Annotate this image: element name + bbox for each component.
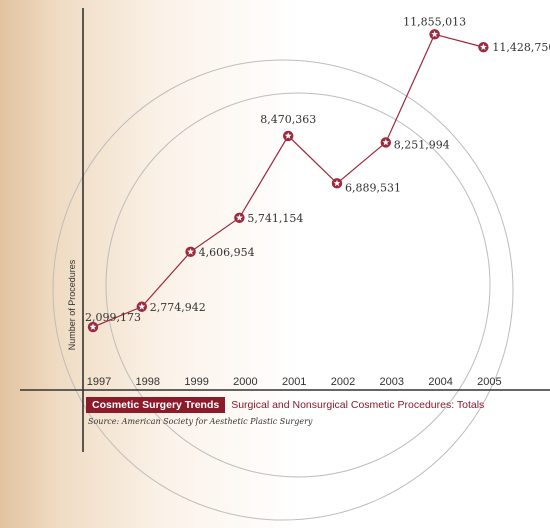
x-tick-label: 2001	[282, 376, 306, 388]
x-tick-label: 2005	[477, 376, 501, 388]
data-point	[234, 212, 245, 223]
data-point	[331, 178, 343, 189]
x-tick-label: 1998	[136, 376, 160, 388]
data-label: 8,251,994	[394, 138, 450, 151]
data-point-markers	[87, 29, 489, 333]
data-point	[478, 41, 489, 53]
data-point	[283, 130, 294, 142]
data-label: 5,741,154	[247, 212, 303, 225]
x-tick-label: 2000	[233, 376, 257, 388]
chart-title: Cosmetic Surgery Trends	[86, 397, 226, 413]
decorative-circle-outer	[52, 59, 514, 521]
data-label: 6,889,531	[345, 181, 401, 194]
data-label: 11,428,750	[492, 41, 550, 54]
data-point	[87, 321, 99, 333]
data-label: 8,470,363	[260, 113, 316, 126]
source-note: Source: American Society for Aesthetic P…	[88, 417, 313, 426]
data-point	[429, 29, 440, 40]
data-labels: 2,099,173 2,774,942 4,606,954 5,741,154 8,47…	[85, 15, 550, 324]
x-tick-label: 2004	[428, 376, 452, 388]
caption: Cosmetic Surgery Trends Surgical and Non…	[86, 397, 484, 413]
x-tick-label: 2002	[331, 376, 355, 388]
series-line	[92, 33, 484, 328]
decorative-circles	[52, 59, 514, 521]
x-tick-labels: 1997 1998 1999 2000 2001 2002 2003 2004 2005	[87, 376, 502, 388]
x-tick-label: 2003	[380, 376, 404, 388]
data-point	[380, 137, 391, 148]
data-label: 11,855,013	[403, 15, 466, 28]
data-label: 2,099,173	[85, 311, 141, 324]
x-tick-label: 1999	[184, 376, 208, 388]
x-tick-label: 1997	[87, 376, 111, 388]
data-point	[185, 246, 196, 257]
y-axis-label: Number of Procedures	[67, 259, 77, 350]
data-label: 4,606,954	[199, 246, 255, 259]
data-point	[136, 301, 147, 312]
chart-subtitle: Surgical and Nonsurgical Cosmetic Proced…	[231, 399, 485, 411]
data-label: 2,774,942	[150, 301, 206, 314]
decorative-circle-inner	[105, 92, 491, 478]
